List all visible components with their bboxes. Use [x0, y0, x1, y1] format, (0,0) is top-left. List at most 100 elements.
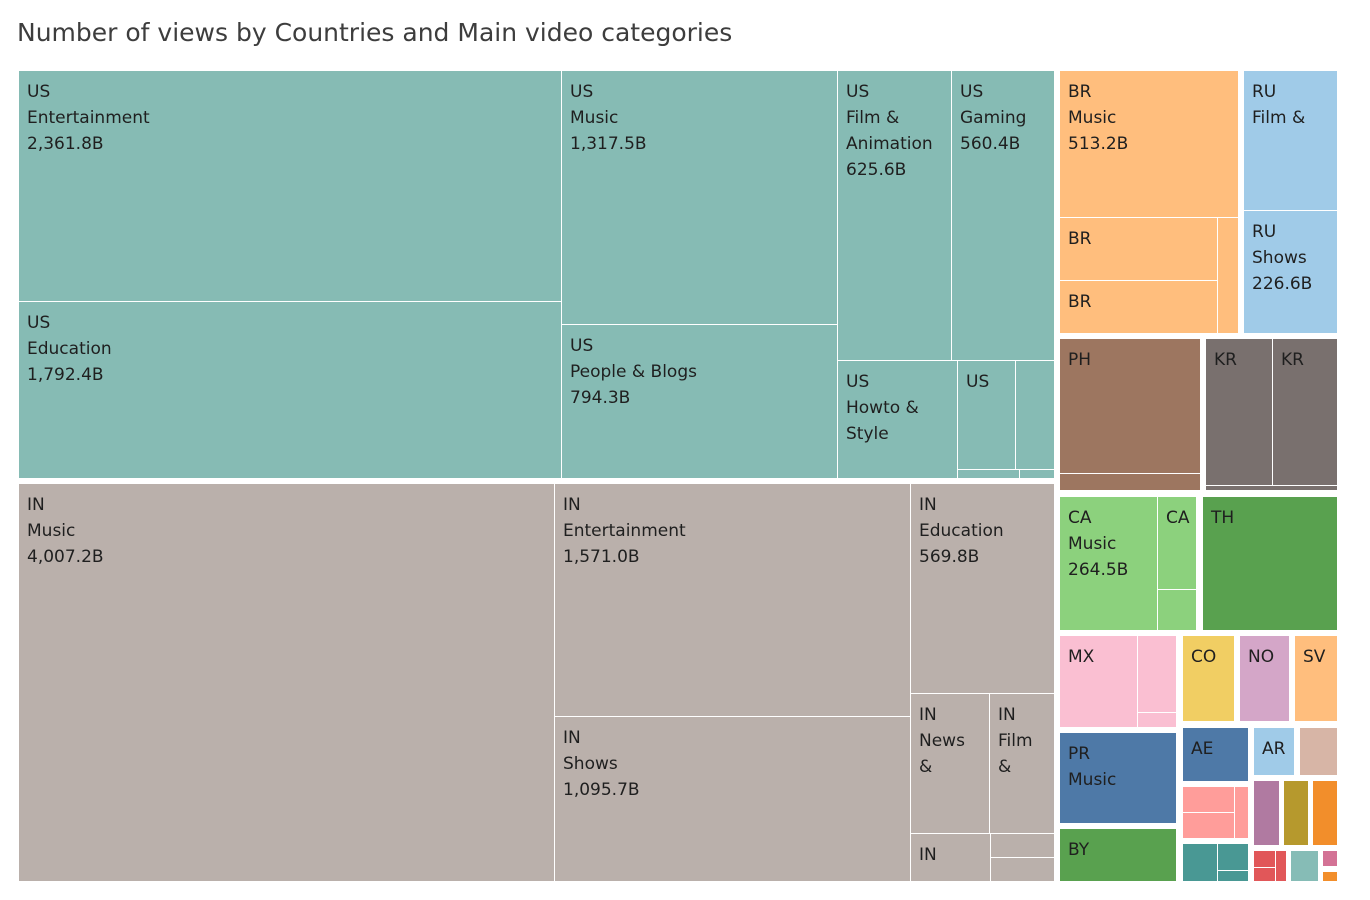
cell-br-music[interactable]: BR Music 513.2B: [1060, 71, 1238, 217]
cell-in-entertainment[interactable]: IN Entertainment 1,571.0B: [555, 484, 910, 716]
cell-label-in-education-1: Education: [919, 521, 1004, 541]
cell-label-us-education-2: 1,792.4B: [27, 365, 104, 385]
cell-us-people-blogs[interactable]: US People & Blogs 794.3B: [562, 325, 837, 478]
cell-us-small-3[interactable]: [958, 470, 1019, 478]
cell-label-us-education-1: Education: [27, 339, 112, 359]
cell-teal-cell-3[interactable]: [1218, 871, 1248, 881]
cell-br-cell-3[interactable]: BR: [1060, 281, 1217, 333]
cell-label-sv-cell-0: SV: [1303, 647, 1326, 667]
cell-in-small-2[interactable]: [991, 834, 1054, 857]
cell-rect-ar-cell: [1254, 728, 1294, 775]
cell-pr-music[interactable]: PR Music: [1060, 733, 1176, 823]
cell-rect-tan-cell: [1300, 728, 1337, 775]
cell-ca-music[interactable]: CA Music 264.5B: [1060, 497, 1157, 630]
cell-label-us-gaming-2: 560.4B: [960, 134, 1020, 154]
cell-ar-cell[interactable]: AR: [1254, 728, 1294, 775]
cell-ru-shows[interactable]: RU Shows 226.6B: [1244, 211, 1337, 333]
cell-label-us-people-blogs-0: US: [570, 336, 593, 356]
cell-in-shows[interactable]: IN Shows 1,095.7B: [555, 717, 910, 881]
cell-tan-cell[interactable]: [1300, 728, 1337, 775]
cell-us-gaming[interactable]: US Gaming 560.4B: [952, 71, 1054, 360]
cell-label-in-film-1: Film: [998, 731, 1033, 751]
cell-rect-seafoam-cell: [1291, 851, 1318, 881]
cell-ae-cell[interactable]: AE: [1183, 728, 1248, 781]
cell-kr-cell-2[interactable]: KR: [1273, 339, 1337, 485]
cell-label-in-news-2: &: [919, 757, 932, 777]
cell-olive-cell[interactable]: [1284, 781, 1308, 845]
cell-teal-cell-2[interactable]: [1218, 844, 1248, 870]
cell-rect-us-gaming: [952, 71, 1054, 360]
cell-salmon-cell-3[interactable]: [1235, 787, 1248, 838]
cell-salmon-cell-1[interactable]: [1183, 787, 1234, 812]
cell-teal-cell-1[interactable]: [1183, 844, 1217, 881]
cell-mx-cell-1[interactable]: MX: [1060, 636, 1137, 727]
cell-rect-br-cell-3: [1060, 281, 1217, 333]
cell-orange-cell[interactable]: [1313, 781, 1337, 845]
cell-us-film-animation[interactable]: US Film & Animation 625.6B: [838, 71, 951, 360]
cell-sv-cell[interactable]: SV: [1295, 636, 1337, 721]
cell-label-ca-music-0: CA: [1068, 508, 1092, 528]
cell-label-ae-cell-0: AE: [1191, 739, 1213, 759]
cell-us-small-1[interactable]: US: [958, 361, 1015, 469]
cell-us-howto-style[interactable]: US Howto & Style: [838, 361, 957, 478]
cell-ph-cell-2[interactable]: [1060, 474, 1200, 490]
cell-label-ca-music-1: Music: [1068, 534, 1116, 554]
cell-us-music[interactable]: US Music 1,317.5B: [562, 71, 837, 324]
cell-label-br-cell-3-0: BR: [1068, 292, 1092, 312]
cell-label-us-entertainment-0: US: [27, 82, 50, 102]
cell-pink-cell[interactable]: [1323, 851, 1337, 866]
cell-label-ru-shows-2: 226.6B: [1252, 274, 1312, 294]
cell-orange-small-cell[interactable]: [1323, 872, 1337, 881]
cell-label-br-music-1: Music: [1068, 108, 1116, 128]
cell-red-cell-1[interactable]: [1254, 851, 1275, 867]
cell-red-cell-3[interactable]: [1254, 868, 1275, 881]
cell-by-cell[interactable]: BY: [1060, 829, 1176, 881]
cell-kr-cell-1[interactable]: KR: [1206, 339, 1272, 485]
cell-in-small-3[interactable]: [991, 858, 1054, 881]
cell-ca-cell-3[interactable]: [1158, 590, 1196, 630]
cell-label-in-shows-1: Shows: [563, 754, 618, 774]
cell-ph-cell-1[interactable]: PH: [1060, 339, 1200, 473]
cell-in-small-1[interactable]: IN: [911, 834, 990, 881]
cell-no-cell[interactable]: NO: [1240, 636, 1289, 721]
cell-label-ph-cell-1-0: PH: [1068, 350, 1091, 370]
cell-us-entertainment[interactable]: US Entertainment 2,361.8B: [19, 71, 561, 301]
cell-br-cell-4[interactable]: [1218, 218, 1238, 333]
cell-seafoam-cell[interactable]: [1291, 851, 1318, 881]
cell-ru-film[interactable]: RU Film &: [1244, 71, 1337, 210]
cell-rect-red-cell-3: [1254, 868, 1275, 881]
cell-label-us-small-1-0: US: [966, 372, 989, 392]
cell-rect-ru-film: [1244, 71, 1337, 210]
cell-rect-ph-cell-2: [1060, 474, 1200, 490]
cell-in-news[interactable]: IN News &: [911, 694, 989, 833]
cell-label-pr-music-0: PR: [1068, 744, 1090, 764]
cell-mx-cell-2[interactable]: [1138, 636, 1176, 712]
cell-label-us-entertainment-1: Entertainment: [27, 108, 150, 128]
cell-us-small-2[interactable]: [1016, 361, 1054, 469]
cell-purple-cell[interactable]: [1254, 781, 1279, 845]
cell-in-education[interactable]: IN Education 569.8B: [911, 484, 1054, 693]
cell-co-cell[interactable]: CO: [1183, 636, 1234, 721]
cell-in-film[interactable]: IN Film &: [990, 694, 1054, 833]
cell-label-kr-cell-2-0: KR: [1281, 350, 1304, 370]
cell-label-in-education-2: 569.8B: [919, 547, 979, 567]
cell-in-music[interactable]: IN Music 4,007.2B: [19, 484, 554, 881]
cell-rect-br-cell-4: [1218, 218, 1238, 333]
cell-label-ca-music-2: 264.5B: [1068, 560, 1128, 580]
cell-rect-us-music: [562, 71, 837, 324]
cell-label-mx-cell-1-0: MX: [1068, 647, 1095, 667]
cell-mx-cell-3[interactable]: [1138, 713, 1176, 727]
cell-label-in-news-0: IN: [919, 705, 937, 725]
cell-rect-us-entertainment: [19, 71, 561, 301]
cell-red-cell-2[interactable]: [1276, 851, 1286, 881]
cell-us-education[interactable]: US Education 1,792.4B: [19, 302, 561, 478]
cell-label-us-film-animation-3: 625.6B: [846, 160, 906, 180]
cell-label-us-education-0: US: [27, 313, 50, 333]
cell-th-cell[interactable]: TH: [1203, 497, 1337, 630]
cell-br-cell-2[interactable]: BR: [1060, 218, 1217, 280]
cell-rect-in-film: [990, 694, 1054, 833]
cell-salmon-cell-2[interactable]: [1183, 813, 1234, 838]
cell-ca-cell-2[interactable]: CA: [1158, 497, 1196, 589]
cell-us-small-4[interactable]: [1020, 470, 1054, 478]
cell-kr-cell-3[interactable]: [1206, 486, 1337, 490]
